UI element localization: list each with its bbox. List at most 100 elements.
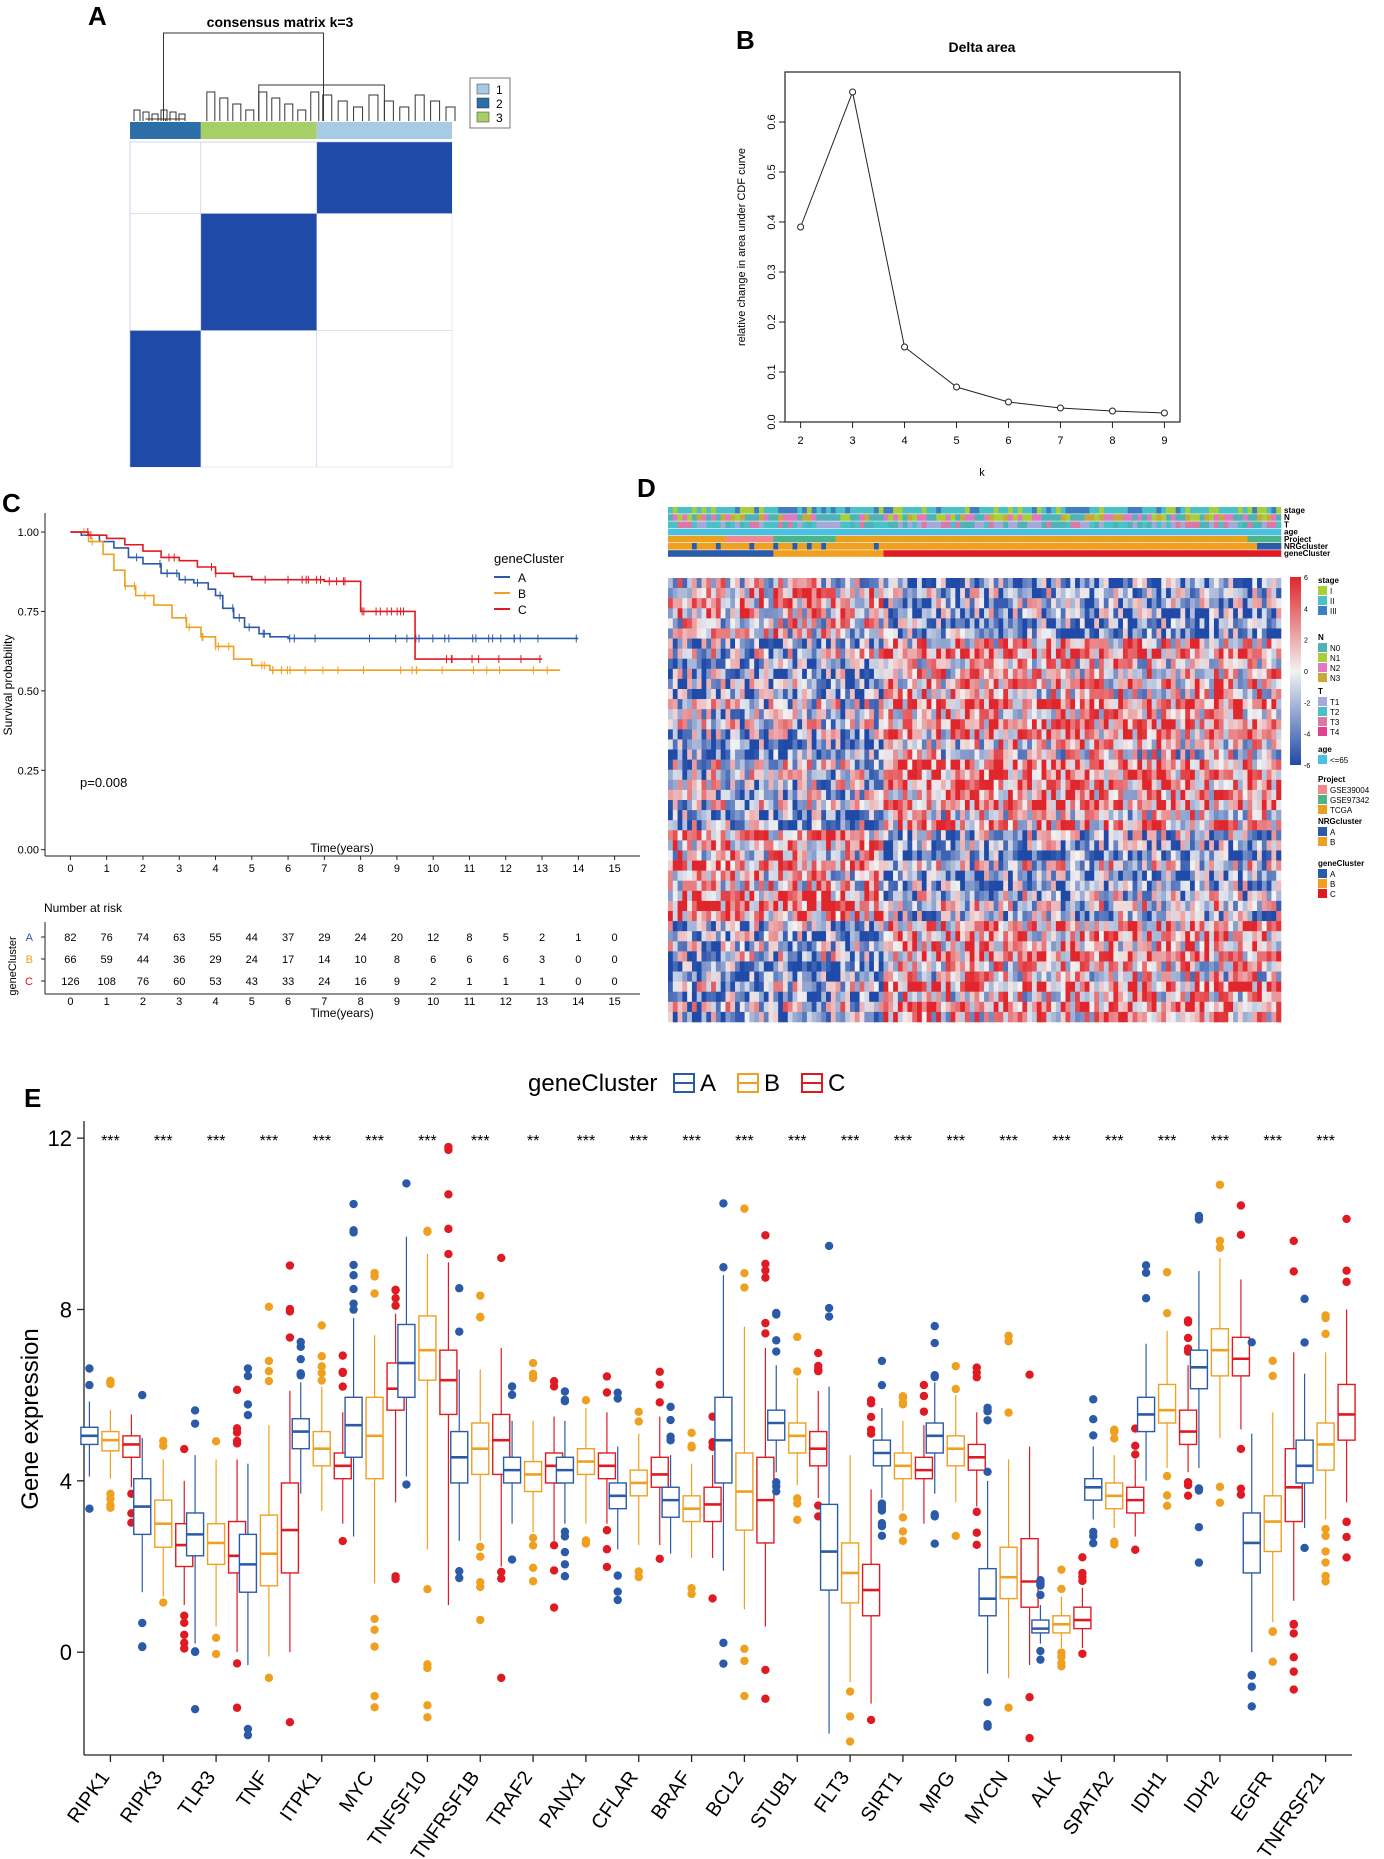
heatmap-cell <box>787 578 793 589</box>
heatmap-cell <box>1003 779 1009 791</box>
heatmap-cell <box>1051 618 1057 629</box>
annotation-cell-N <box>1228 514 1234 521</box>
heatmap-cell <box>744 769 750 781</box>
annotation-cell-Project <box>902 535 908 543</box>
annotation-cell-Project <box>682 535 688 543</box>
heatmap-cell <box>1175 840 1181 851</box>
heatmap-cell <box>835 648 841 660</box>
heatmap-cell <box>763 789 769 801</box>
heatmap-cell <box>1103 800 1109 811</box>
annotation-cell-geneCluster <box>1060 550 1066 557</box>
heatmap-cell <box>1132 678 1138 690</box>
annotation-cell-stage <box>912 507 918 514</box>
heatmap-cell <box>1166 759 1172 771</box>
heatmap-cell <box>974 648 980 660</box>
annotation-cell-stage <box>730 507 736 514</box>
heatmap-cell <box>1132 668 1138 680</box>
heatmap-cell <box>792 870 798 882</box>
heatmap-cell <box>768 870 774 882</box>
annotation-cell-age <box>725 528 731 536</box>
heatmap-cell <box>1027 588 1033 599</box>
heatmap-cell <box>988 658 994 670</box>
annotation-cell-N <box>1132 514 1138 521</box>
annotation-cell-N <box>988 514 994 521</box>
heatmap-cell <box>1261 739 1267 750</box>
heatmap-cell <box>1041 598 1047 609</box>
heatmap-cell <box>1151 769 1157 781</box>
heatmap-cell <box>993 719 999 730</box>
annotation-cell-N <box>864 514 870 521</box>
heatmap-cell <box>888 658 894 670</box>
heatmap-cell <box>902 759 908 771</box>
heatmap-cell <box>1046 840 1052 851</box>
heatmap-cell <box>888 860 894 871</box>
heatmap-cell <box>1237 759 1243 771</box>
heatmap-cell <box>1223 598 1229 609</box>
heatmap-cell <box>912 678 918 690</box>
heatmap-cell <box>735 598 741 609</box>
heatmap-cell <box>1060 840 1066 851</box>
heatmap-cell <box>1175 800 1181 811</box>
annotation-cell-geneCluster <box>1170 550 1176 557</box>
heatmap-cell <box>907 850 913 861</box>
heatmap-cell <box>711 729 717 740</box>
heatmap-cell <box>830 608 836 619</box>
heatmap-cell <box>1118 810 1124 821</box>
heatmap-cell <box>1027 618 1033 629</box>
annotation-cell-T <box>1166 521 1172 528</box>
heatmap-cell <box>821 860 827 871</box>
heatmap-cell <box>782 820 789 831</box>
heatmap-cell <box>1175 598 1181 609</box>
heatmap-cell <box>1223 769 1229 781</box>
heatmap-cell <box>1166 598 1172 609</box>
heatmap-cell <box>1065 598 1071 609</box>
heatmap-cell <box>711 739 717 750</box>
annotation-cell-age <box>979 528 985 536</box>
heatmap-cell <box>1132 699 1138 710</box>
heatmap-cell <box>1146 769 1152 781</box>
risk-xtick-label: 6 <box>285 996 291 1008</box>
heatmap-cell <box>1070 578 1076 589</box>
annotation-cell-NRGcluster <box>1108 543 1114 550</box>
heatmap-cell <box>1185 638 1191 649</box>
heatmap-cell <box>921 759 927 771</box>
heatmap-cell <box>849 719 856 730</box>
heatmap-cell <box>696 810 702 821</box>
heatmap-cell <box>940 658 947 670</box>
heatmap-cell <box>1146 860 1152 871</box>
heatmap-cell <box>691 870 698 882</box>
heatmap-cell <box>1194 689 1200 700</box>
heatmap-cell <box>802 749 808 760</box>
heatmap-cell <box>1079 618 1085 629</box>
heatmap-cell <box>802 648 808 660</box>
heatmap-cell <box>979 840 985 851</box>
heatmap-cell <box>1055 648 1062 660</box>
heatmap-cell <box>1194 840 1200 851</box>
heatmap-cell <box>845 658 851 670</box>
heatmap-cell <box>792 729 798 740</box>
annotation-cell-T <box>969 521 975 528</box>
heatmap-cell <box>677 749 683 760</box>
survival-xtick-label: 5 <box>249 863 255 875</box>
risk-count-B: 3 <box>539 954 545 966</box>
heatmap-cell <box>715 689 721 700</box>
heatmap-cell <box>1027 598 1033 609</box>
heatmap-cell <box>1103 840 1109 851</box>
heatmap-cell <box>1012 840 1018 851</box>
heatmap-cell <box>1103 638 1109 649</box>
annotation-cell-Project <box>873 535 880 543</box>
heatmap-cell <box>1079 860 1085 871</box>
heatmap-cell <box>758 800 765 811</box>
risk-xtick-label: 10 <box>427 996 439 1008</box>
heatmap-cell <box>1022 709 1028 720</box>
annotation-cell-stage <box>1237 507 1243 514</box>
heatmap-cell <box>830 709 836 720</box>
heatmap-cell <box>739 800 745 811</box>
heatmap-cell <box>1266 840 1272 851</box>
heatmap-cell <box>1170 628 1176 639</box>
heatmap-cell <box>1228 578 1234 589</box>
annotation-cell-age <box>849 528 856 536</box>
annotation-cell-T <box>797 521 803 528</box>
heatmap-cell <box>1137 789 1143 801</box>
heatmap-cell <box>1194 729 1200 740</box>
